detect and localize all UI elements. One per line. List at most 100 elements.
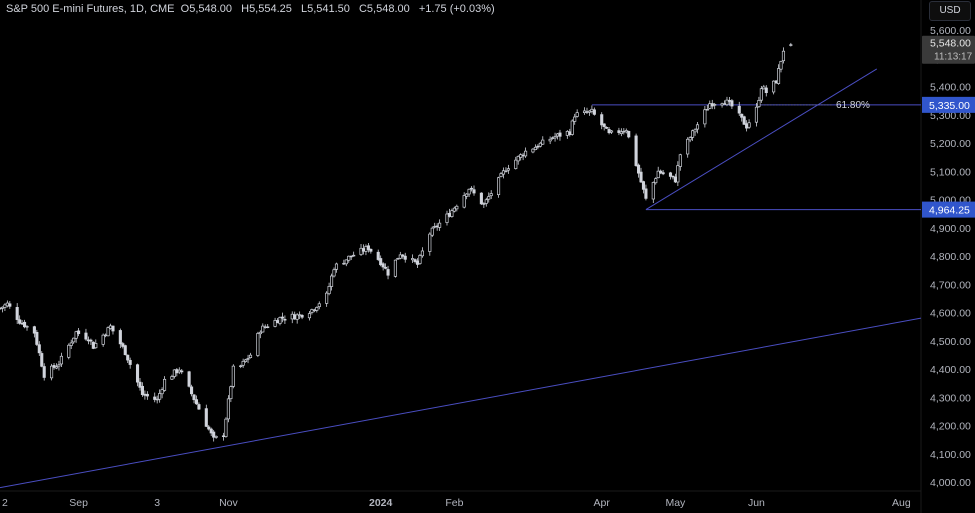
candle-up: [106, 327, 110, 337]
candle-down: [521, 154, 525, 157]
candle-up: [307, 313, 312, 319]
candle-down: [627, 130, 631, 138]
candle-down: [121, 343, 125, 347]
candle-up: [555, 133, 560, 137]
level-tag-upper: [922, 96, 975, 113]
candle-up: [455, 205, 459, 210]
candle-down: [18, 319, 22, 324]
time-axis[interactable]: 2 Sep 3 Nov 2024 Feb Apr May Jun Aug: [2, 497, 911, 509]
candle-up: [747, 122, 751, 128]
candle-up: [290, 313, 294, 320]
candle-down: [84, 332, 88, 340]
candle-up: [553, 136, 557, 139]
candle-down: [403, 255, 407, 260]
open-label: O: [180, 3, 190, 15]
candle-up: [713, 104, 717, 106]
candle-down: [740, 113, 744, 118]
candle-up: [258, 331, 262, 335]
level-tag-text: 4,964.25: [929, 205, 970, 217]
candle-down: [140, 385, 144, 396]
candle-up: [330, 275, 334, 287]
candle-up: [246, 358, 250, 360]
candle-down: [607, 129, 611, 134]
candle-down: [123, 345, 127, 356]
symbol-title[interactable]: S&P 500 E-mini Futures, 1D, CME: [6, 3, 175, 15]
candle-up: [686, 138, 690, 155]
candle-down: [415, 260, 420, 265]
candle-down: [401, 254, 405, 257]
candle-up: [720, 103, 724, 106]
candle-down: [727, 100, 731, 102]
candle-down: [366, 245, 370, 250]
y-tick-label: 4,200.00: [930, 421, 971, 433]
candle-down: [600, 114, 604, 126]
candle-up: [462, 195, 466, 208]
candle-down: [77, 330, 81, 335]
candle-down: [187, 371, 191, 387]
candle-up: [590, 108, 594, 112]
x-tick-label: Jun: [748, 497, 765, 509]
candle-up: [229, 386, 233, 400]
candle-up: [224, 418, 228, 437]
candle-up: [695, 124, 700, 130]
candle-up: [519, 154, 523, 158]
candle-up: [72, 337, 76, 343]
x-tick-label: Feb: [445, 497, 463, 509]
candle-up: [541, 139, 545, 145]
close-value: 5,548.00: [366, 3, 410, 15]
candle-down: [15, 307, 19, 320]
candle-up: [445, 213, 449, 223]
candle-up: [177, 369, 181, 373]
candle-down: [644, 188, 648, 199]
candle-up: [531, 148, 535, 153]
candle-up: [693, 129, 697, 133]
candle-up: [428, 233, 432, 252]
currency-button[interactable]: USD: [929, 1, 971, 21]
candle-up: [609, 130, 614, 133]
candle-up: [310, 309, 314, 313]
candle-up: [295, 314, 299, 320]
candle-up: [244, 359, 248, 362]
candle-down: [266, 326, 270, 328]
candle-down: [435, 225, 439, 228]
y-tick-label: 4,500.00: [930, 336, 971, 348]
candle-down: [661, 172, 665, 175]
candle-up: [754, 106, 758, 123]
candle-up: [248, 354, 253, 358]
candle-up: [582, 110, 587, 113]
candle-up: [332, 269, 336, 277]
candle-down: [605, 126, 609, 129]
y-tick-label: 4,100.00: [930, 449, 971, 461]
candle-down: [194, 399, 199, 405]
candle-down: [37, 344, 41, 354]
candle-down: [180, 370, 184, 373]
candle-up: [487, 196, 491, 200]
candle-down: [730, 100, 734, 107]
y-tick-label: 5,100.00: [930, 166, 971, 178]
candle-down: [293, 314, 297, 320]
candle-up: [489, 193, 493, 197]
candle-down: [143, 393, 147, 396]
y-tick-label: 4,300.00: [930, 392, 971, 404]
candle-up: [278, 317, 282, 324]
candle-down: [447, 213, 451, 217]
candle-down: [381, 263, 385, 268]
candle-up: [676, 165, 680, 183]
candle-up: [393, 259, 397, 277]
x-tick-label: Nov: [219, 497, 238, 509]
candle-up: [762, 86, 766, 90]
candle-up: [759, 88, 763, 101]
countdown-text: 11:13:17: [934, 52, 973, 63]
legend-header: S&P 500 E-mini Futures, 1D, CME O 5,548.0…: [6, 3, 495, 15]
candle-down: [128, 359, 132, 365]
candle-down: [23, 321, 27, 328]
candle-down: [668, 172, 673, 177]
candle-up: [691, 130, 695, 138]
level-tag-lower: [922, 201, 975, 218]
candle-down: [602, 123, 606, 127]
candle-up: [516, 156, 520, 162]
candle-up: [497, 177, 501, 196]
candle-down: [568, 131, 572, 136]
candle-down: [369, 248, 373, 252]
